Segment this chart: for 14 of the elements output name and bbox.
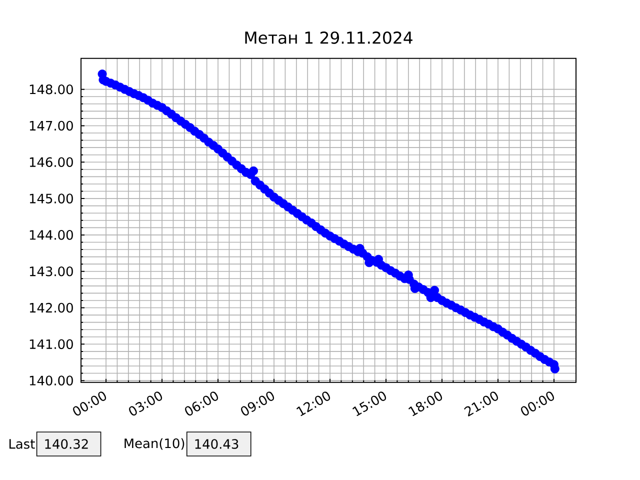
text: Last <box>9 439 35 449</box>
y-tick-label: 140.00 <box>30 376 73 386</box>
y-tick-label: 146.00 <box>30 157 73 168</box>
y-tick-label: 144.00 <box>30 230 73 240</box>
y-tick-label: 145.00 <box>30 194 73 204</box>
y-tick-label: 141.00 <box>30 339 73 350</box>
y-tick-label: 148.00 <box>30 84 73 94</box>
text: 140.32 <box>45 439 88 449</box>
text: Mean(10) <box>124 438 184 450</box>
y-tick-label: 147.00 <box>30 120 73 131</box>
text: 140.43 <box>195 439 238 449</box>
y-tick-label: 142.00 <box>30 302 73 313</box>
chart-title: Метан 1 29.11.2024 <box>245 31 412 44</box>
y-tick-label: 143.00 <box>30 266 73 276</box>
